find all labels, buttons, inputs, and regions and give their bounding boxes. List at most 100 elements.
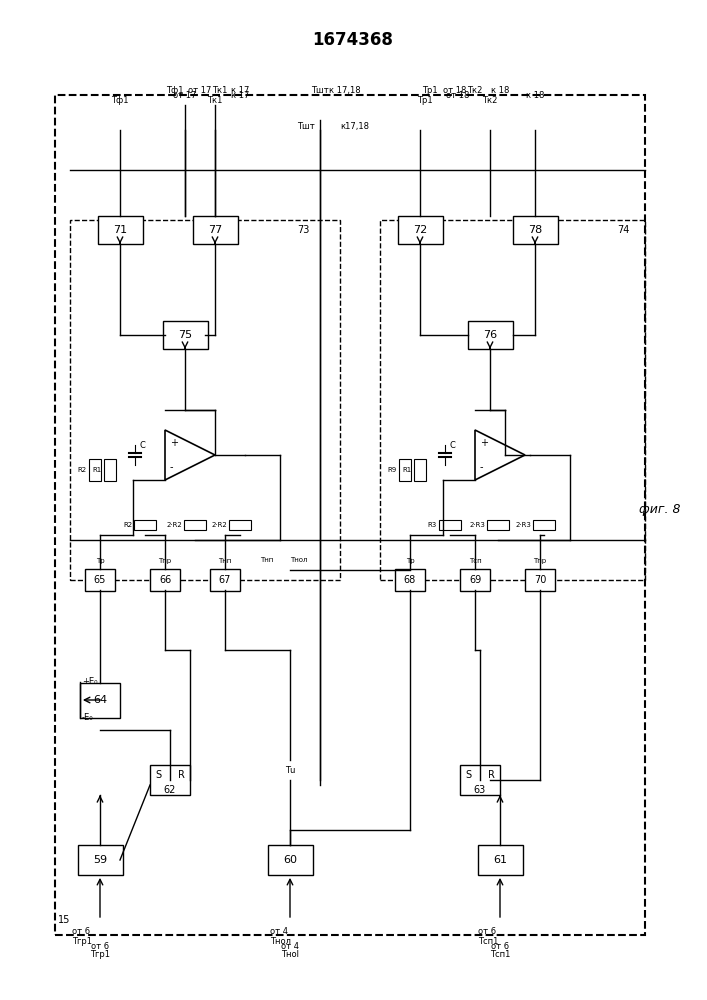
Bar [395,569,425,591]
Text: 15: 15 [58,915,71,925]
Text: C: C [140,440,146,450]
Text: 2·R3: 2·R3 [469,522,485,528]
Text: +: + [480,438,488,448]
Text: Тф1: Тф1 [166,86,184,95]
Text: Тгр1: Тгр1 [90,950,110,959]
Text: от 6: от 6 [72,928,90,936]
Text: от 6: от 6 [478,928,496,936]
Text: S: S [155,770,161,780]
Text: R3: R3 [428,522,437,528]
Text: R9: R9 [387,467,397,473]
Text: Тр: Тр [95,558,105,564]
Text: Тк2: Тк2 [467,86,483,95]
Text: Тр: Тр [406,558,414,564]
Text: R: R [488,770,495,780]
Text: 77: 77 [208,225,222,235]
Text: 73: 73 [298,225,310,235]
Text: от 6: от 6 [491,942,509,951]
Text: Тсп1: Тсп1 [490,950,510,959]
Bar [134,520,156,530]
Text: Тнол: Тнол [290,557,308,563]
Text: к17,18: к17,18 [340,122,369,131]
Text: Тнп: Тнп [260,557,273,563]
Text: Тк2: Тк2 [482,96,498,105]
Text: к 17: к 17 [230,86,249,95]
Bar [98,216,143,244]
Text: от 17: от 17 [188,86,211,95]
Text: к 17,18: к 17,18 [329,86,361,95]
Bar [55,95,645,935]
Text: -E₀: -E₀ [82,712,93,722]
Text: Тр1: Тр1 [417,96,433,105]
Text: к 18: к 18 [526,91,544,100]
Bar [460,765,500,795]
Bar [70,220,340,580]
Bar [397,216,443,244]
Text: R1: R1 [93,467,102,473]
Text: 67: 67 [218,575,231,585]
Text: Тсп: Тсп [469,558,481,564]
Text: R2: R2 [78,467,87,473]
Bar [89,459,101,481]
Text: Тнп: Тнп [218,558,232,564]
Bar [525,569,555,591]
Text: 78: 78 [528,225,542,235]
Bar [184,520,206,530]
Text: от 4: от 4 [270,928,288,936]
Text: R: R [178,770,185,780]
Bar [467,321,513,349]
Bar [104,459,116,481]
Text: от 18: от 18 [443,86,467,95]
Bar [460,569,490,591]
Bar [85,569,115,591]
Bar [533,520,555,530]
Text: 75: 75 [178,330,192,340]
Text: 2·R2: 2·R2 [211,522,227,528]
Text: -: - [480,462,484,472]
Text: 64: 64 [93,695,107,705]
Text: 68: 68 [404,575,416,585]
Text: Тu: Тu [285,766,296,775]
Text: 60: 60 [283,855,297,865]
Bar [163,321,207,349]
Bar [399,459,411,481]
Text: Тк1: Тк1 [212,86,228,95]
Text: фиг. 8: фиг. 8 [639,504,681,516]
Bar [150,765,190,795]
Text: +: + [170,438,178,448]
Text: Тф1: Тф1 [111,96,129,105]
Text: 59: 59 [93,855,107,865]
Bar [229,520,251,530]
Text: 72: 72 [413,225,427,235]
Text: 65: 65 [94,575,106,585]
Text: 63: 63 [474,785,486,795]
Text: Тсп1: Тсп1 [478,938,498,946]
Text: Тк1: Тк1 [207,96,223,105]
Text: Тр1: Тр1 [422,86,438,95]
Text: Тпр: Тпр [534,558,547,564]
Bar [192,216,238,244]
Text: 2·R3: 2·R3 [515,522,531,528]
Bar [513,216,558,244]
Bar [150,569,180,591]
Text: от 4: от 4 [281,942,299,951]
Text: Тшт: Тшт [311,86,329,95]
Text: +E₀: +E₀ [82,678,98,686]
Text: 71: 71 [113,225,127,235]
Bar [267,845,312,875]
Text: C: C [450,440,456,450]
Text: 70: 70 [534,575,547,585]
Text: от 18: от 18 [446,91,469,100]
Bar [80,682,120,718]
Text: -: - [170,462,173,472]
Text: Тпр: Тпр [158,558,172,564]
Text: Тнол: Тнол [270,938,291,946]
Text: 62: 62 [164,785,176,795]
Text: от 6: от 6 [91,942,109,951]
Text: Тгр1: Тгр1 [72,938,92,946]
Bar [78,845,122,875]
Bar [414,459,426,481]
Text: от 17: от 17 [173,91,197,100]
Text: 74: 74 [618,225,630,235]
Text: 2·R2: 2·R2 [166,522,182,528]
